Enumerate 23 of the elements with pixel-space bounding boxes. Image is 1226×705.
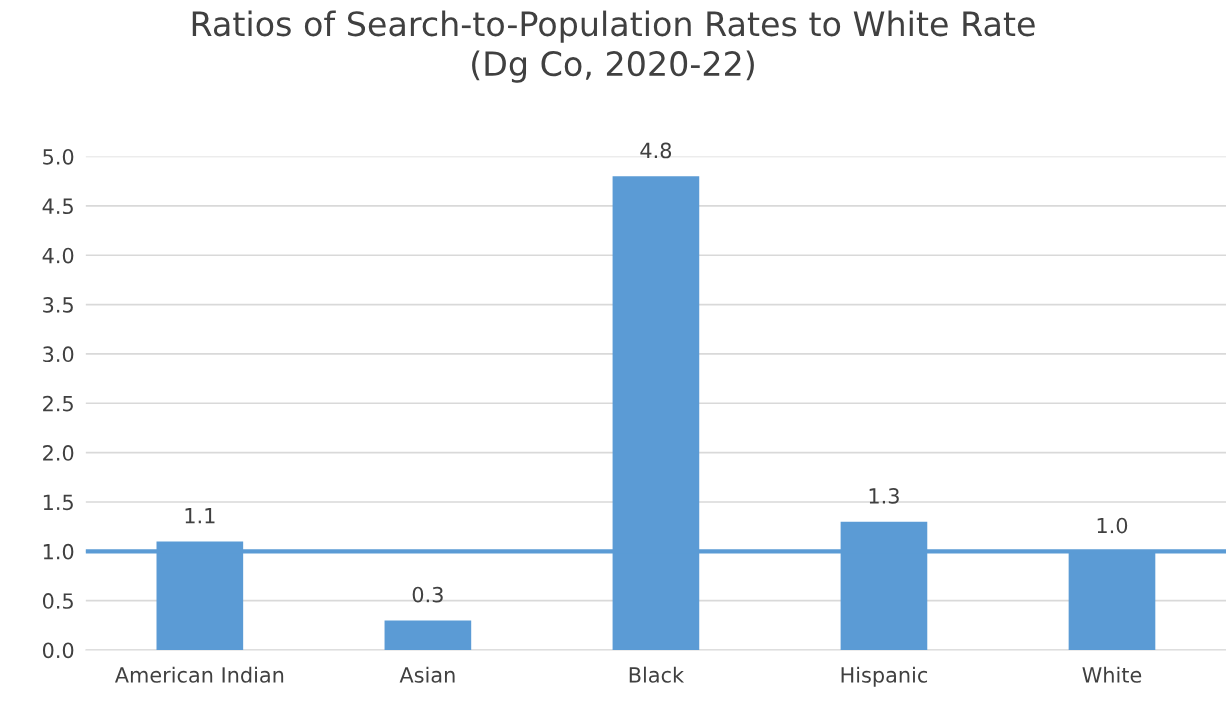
data-label: 1.3 [869, 488, 899, 504]
y-tick-label: 5.0 [43, 148, 74, 165]
x-tick-label: Black [629, 666, 685, 683]
x-tick-label: White [1082, 666, 1142, 683]
data-label: 1.1 [185, 508, 215, 524]
y-tick-label: 4.0 [42, 247, 74, 264]
y-tick-label: 1.5 [43, 494, 73, 511]
y-tick-label: 3.5 [43, 297, 73, 313]
y-tick-label: 3.0 [43, 346, 74, 363]
data-label: 4.8 [640, 142, 672, 159]
chart-title: Ratios of Search-to-Population Rates to White Rate (Dg Co, 2020-22) [192, 10, 1035, 83]
bar [384, 620, 472, 651]
data-label: 1.0 [1097, 517, 1128, 534]
x-tick-label: Hispanic [841, 666, 928, 687]
y-tick-label: 0.0 [42, 642, 74, 659]
x-tick-label: American Indian [114, 666, 284, 683]
y-tick-label: 4.5 [42, 198, 73, 215]
y-tick-label: 2.0 [43, 445, 74, 461]
data-label: 0.3 [412, 586, 443, 603]
y-tick-label: 0.5 [42, 593, 73, 609]
y-tick-label: 2.5 [43, 395, 73, 412]
x-tick-label: Asian [399, 666, 455, 683]
y-tick-label: 1.0 [43, 543, 74, 560]
